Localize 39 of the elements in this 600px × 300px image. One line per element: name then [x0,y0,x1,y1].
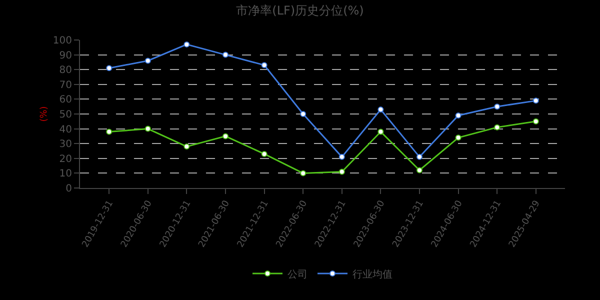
y-tick-label: 60 [59,94,72,106]
point [338,168,345,175]
point [455,134,462,141]
point [261,62,268,68]
point [494,104,500,110]
point [416,167,422,174]
point [378,128,384,135]
point [300,111,306,117]
point [300,170,306,176]
y-tick-label: 10 [59,168,72,180]
point [455,112,462,118]
point [144,126,151,132]
y-tick-label: 70 [59,80,72,91]
y-tick-label: 40 [59,124,72,136]
point [222,52,228,58]
point [106,128,112,135]
chart-title: 市净率(LF)历史分位(%) [236,3,364,18]
point [222,133,228,140]
point [532,118,539,124]
y-tick-label: 30 [59,139,72,150]
point [532,98,539,104]
y-tick-label: 100 [52,36,72,46]
point [106,65,112,72]
legend-label: 行业均值 [352,268,392,280]
y-tick-label: 50 [59,110,72,120]
y-axis-title: (%) [39,106,50,122]
point [416,154,422,160]
point [261,150,268,157]
point [338,154,345,160]
point [184,41,190,48]
y-tick-label: 0 [66,184,72,194]
legend-label: 公司 [288,268,308,280]
point [494,124,500,130]
y-tick-label: 20 [59,154,72,165]
y-tick-label: 90 [59,50,72,62]
y-tick-label: 80 [59,65,72,76]
point [378,106,384,113]
point [144,58,151,64]
point [184,144,190,150]
